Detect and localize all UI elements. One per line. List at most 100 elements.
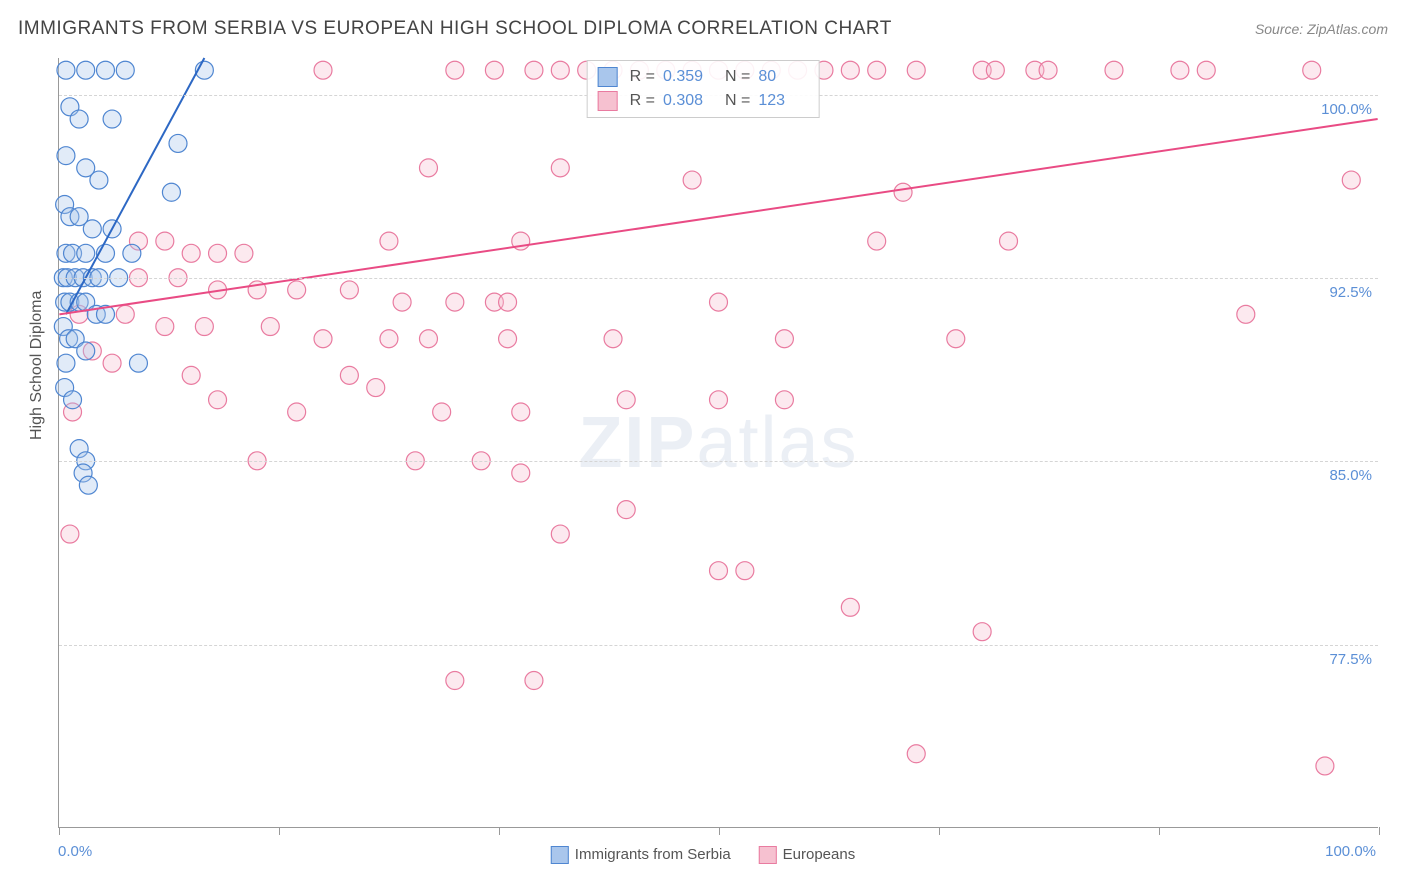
gridline — [59, 645, 1378, 646]
source-label: Source: ZipAtlas.com — [1255, 21, 1388, 37]
data-point-serbia — [116, 61, 134, 79]
data-point-europeans — [261, 318, 279, 336]
data-point-europeans — [61, 525, 79, 543]
data-point-serbia — [169, 134, 187, 152]
data-point-europeans — [907, 61, 925, 79]
data-point-europeans — [525, 61, 543, 79]
data-point-europeans — [1197, 61, 1215, 79]
data-point-europeans — [617, 501, 635, 519]
data-point-serbia — [64, 391, 82, 409]
regression-line-europeans — [59, 119, 1377, 314]
data-point-europeans — [433, 403, 451, 421]
data-point-serbia — [123, 244, 141, 262]
data-point-europeans — [868, 61, 886, 79]
stats-n-label: N = — [721, 92, 750, 110]
data-point-europeans — [986, 61, 1004, 79]
data-point-europeans — [446, 61, 464, 79]
data-point-europeans — [1039, 61, 1057, 79]
x-axis-min-label: 0.0% — [58, 843, 92, 860]
data-point-europeans — [1171, 61, 1189, 79]
data-point-europeans — [775, 330, 793, 348]
data-point-serbia — [129, 354, 147, 372]
data-point-serbia — [83, 220, 101, 238]
data-point-europeans — [604, 330, 622, 348]
data-point-europeans — [710, 391, 728, 409]
data-point-serbia — [90, 171, 108, 189]
data-point-europeans — [710, 293, 728, 311]
y-tick-label: 85.0% — [1329, 467, 1372, 484]
data-point-europeans — [551, 525, 569, 543]
stats-box: R =0.359N =80R =0.308N =123 — [587, 60, 820, 118]
data-point-europeans — [683, 171, 701, 189]
x-tick — [499, 827, 500, 835]
data-point-europeans — [1237, 305, 1255, 323]
data-point-europeans — [1105, 61, 1123, 79]
legend-item: Immigrants from Serbia — [551, 846, 731, 864]
stats-n-value: 80 — [758, 68, 808, 86]
data-point-europeans — [288, 281, 306, 299]
data-point-europeans — [314, 61, 332, 79]
data-point-europeans — [419, 330, 437, 348]
stats-swatch — [598, 91, 618, 111]
data-point-europeans — [380, 232, 398, 250]
y-tick-label: 77.5% — [1329, 651, 1372, 668]
x-tick — [939, 827, 940, 835]
data-point-europeans — [446, 672, 464, 690]
x-tick — [59, 827, 60, 835]
data-point-serbia — [57, 147, 75, 165]
legend-swatch — [551, 846, 569, 864]
data-point-europeans — [1303, 61, 1321, 79]
stats-n-label: N = — [721, 68, 750, 86]
chart-title: IMMIGRANTS FROM SERBIA VS EUROPEAN HIGH … — [18, 18, 892, 40]
legend: Immigrants from Serbia Europeans — [551, 846, 855, 864]
data-point-europeans — [485, 61, 503, 79]
data-point-europeans — [235, 244, 253, 262]
gridline — [59, 278, 1378, 279]
y-axis-label: High School Diploma — [28, 291, 46, 440]
legend-label: Immigrants from Serbia — [575, 846, 731, 863]
data-point-europeans — [841, 598, 859, 616]
data-point-europeans — [182, 244, 200, 262]
stats-swatch — [598, 67, 618, 87]
x-tick — [279, 827, 280, 835]
data-point-europeans — [841, 61, 859, 79]
data-point-europeans — [973, 623, 991, 641]
data-point-europeans — [446, 293, 464, 311]
data-point-europeans — [512, 403, 530, 421]
data-point-serbia — [57, 61, 75, 79]
data-point-europeans — [499, 330, 517, 348]
x-axis-max-label: 100.0% — [1325, 843, 1376, 860]
data-point-europeans — [156, 318, 174, 336]
data-point-serbia — [79, 476, 97, 494]
data-point-europeans — [340, 366, 358, 384]
x-tick — [719, 827, 720, 835]
data-point-europeans — [393, 293, 411, 311]
data-point-europeans — [209, 391, 227, 409]
stats-r-label: R = — [626, 92, 655, 110]
data-point-serbia — [77, 61, 95, 79]
data-point-europeans — [103, 354, 121, 372]
data-point-europeans — [419, 159, 437, 177]
data-point-europeans — [288, 403, 306, 421]
x-tick — [1159, 827, 1160, 835]
x-tick — [1379, 827, 1380, 835]
data-point-europeans — [314, 330, 332, 348]
data-point-europeans — [182, 366, 200, 384]
stats-row-europeans: R = 0.308 N = 123 — [598, 89, 809, 113]
data-point-europeans — [551, 159, 569, 177]
data-point-europeans — [947, 330, 965, 348]
data-point-europeans — [499, 293, 517, 311]
stats-n-value: 123 — [758, 92, 808, 110]
y-tick-label: 100.0% — [1321, 101, 1372, 118]
plot-area: ZIPatlas 100.0%92.5%85.0%77.5% — [58, 58, 1378, 828]
data-point-serbia — [103, 110, 121, 128]
data-point-europeans — [1342, 171, 1360, 189]
data-point-europeans — [775, 391, 793, 409]
scatter-chart — [59, 58, 1378, 827]
legend-label: Europeans — [783, 846, 856, 863]
data-point-europeans — [617, 391, 635, 409]
data-point-europeans — [710, 562, 728, 580]
data-point-serbia — [70, 110, 88, 128]
stats-r-label: R = — [626, 68, 655, 86]
stats-r-value: 0.308 — [663, 92, 713, 110]
